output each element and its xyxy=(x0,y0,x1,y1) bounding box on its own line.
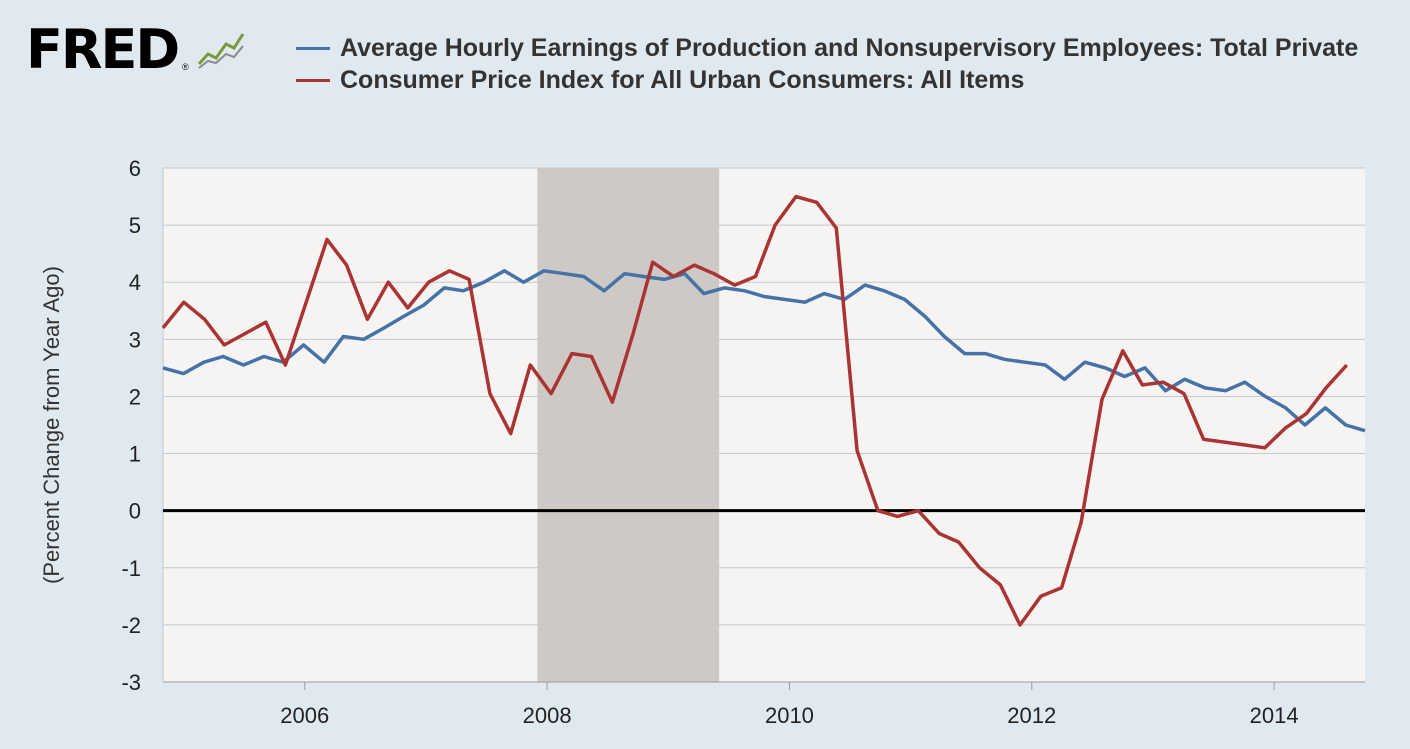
legend-label-earnings: Average Hourly Earnings of Production an… xyxy=(340,34,1359,62)
y-tick-label: -1 xyxy=(121,556,141,581)
registered-mark: ® xyxy=(182,62,189,72)
series-line-earnings xyxy=(162,269,1366,433)
y-tick-label: 0 xyxy=(129,499,141,524)
x-tick-label: 2006 xyxy=(280,703,329,728)
legend-item-earnings: Average Hourly Earnings of Production an… xyxy=(296,32,1358,64)
legend-item-cpi: Consumer Price Index for All Urban Consu… xyxy=(296,64,1358,96)
y-tick-label: 4 xyxy=(129,270,141,295)
x-tick-label: 2014 xyxy=(1250,703,1299,728)
y-tick-label: -3 xyxy=(121,670,141,695)
bottom-strip xyxy=(0,740,1410,749)
x-tick-label: 2012 xyxy=(1007,703,1056,728)
x-tick-label: 2008 xyxy=(523,703,572,728)
y-tick-label: 6 xyxy=(129,156,141,181)
y-tick-label: 2 xyxy=(129,384,141,409)
plot-background xyxy=(163,168,1365,682)
y-tick-label: 3 xyxy=(129,327,141,352)
legend-swatch-red xyxy=(296,79,330,82)
y-tick-label: 1 xyxy=(129,442,141,467)
x-tick-label: 2010 xyxy=(765,703,814,728)
recession-shading xyxy=(537,168,720,682)
fred-logo: FRED xyxy=(26,18,180,81)
legend-swatch-blue xyxy=(296,47,330,50)
y-tick-label: -2 xyxy=(121,613,141,638)
legend: Average Hourly Earnings of Production an… xyxy=(296,32,1358,96)
legend-label-cpi: Consumer Price Index for All Urban Consu… xyxy=(340,66,1025,94)
y-tick-label: 5 xyxy=(129,213,141,238)
line-chart-icon xyxy=(196,30,246,70)
series-line-cpi xyxy=(161,194,1349,627)
